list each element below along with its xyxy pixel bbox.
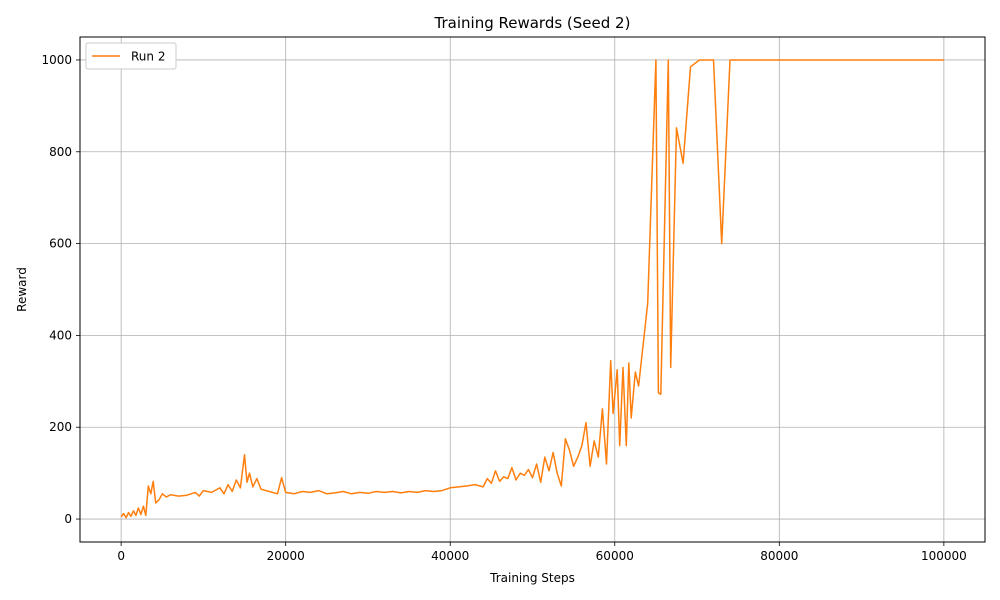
y-tick-label: 1000 [41, 53, 72, 67]
plot-area [80, 37, 985, 542]
x-tick-label: 20000 [267, 549, 305, 563]
chart-title: Training Rewards (Seed 2) [434, 14, 631, 32]
series-layer [120, 59, 944, 519]
y-tick-label: 400 [49, 328, 72, 342]
y-axis-title: Reward [15, 267, 29, 312]
legend-box [85, 42, 177, 70]
x-tick-label: 100000 [921, 549, 967, 563]
x-tick-label: 0 [117, 549, 125, 563]
axis-ticks: 0 20000 40000 60000 80000 100000 0 200 400 600 800… [41, 53, 966, 563]
legend-label-run-2: Run 2 [131, 50, 165, 64]
y-tick-label: 600 [49, 237, 72, 251]
legend: Run 2 [85, 42, 177, 70]
x-axis-title: Training Steps [489, 571, 575, 585]
grid-lines [80, 37, 985, 542]
x-tick-label: 60000 [596, 549, 634, 563]
x-tick-label: 80000 [760, 549, 798, 563]
x-tick-label: 40000 [431, 549, 469, 563]
plot-frame [79, 36, 986, 543]
y-tick-label: 0 [64, 512, 72, 526]
series-line-run-2 [120, 59, 944, 519]
y-tick-label: 200 [49, 420, 72, 434]
y-tick-label: 800 [49, 145, 72, 159]
